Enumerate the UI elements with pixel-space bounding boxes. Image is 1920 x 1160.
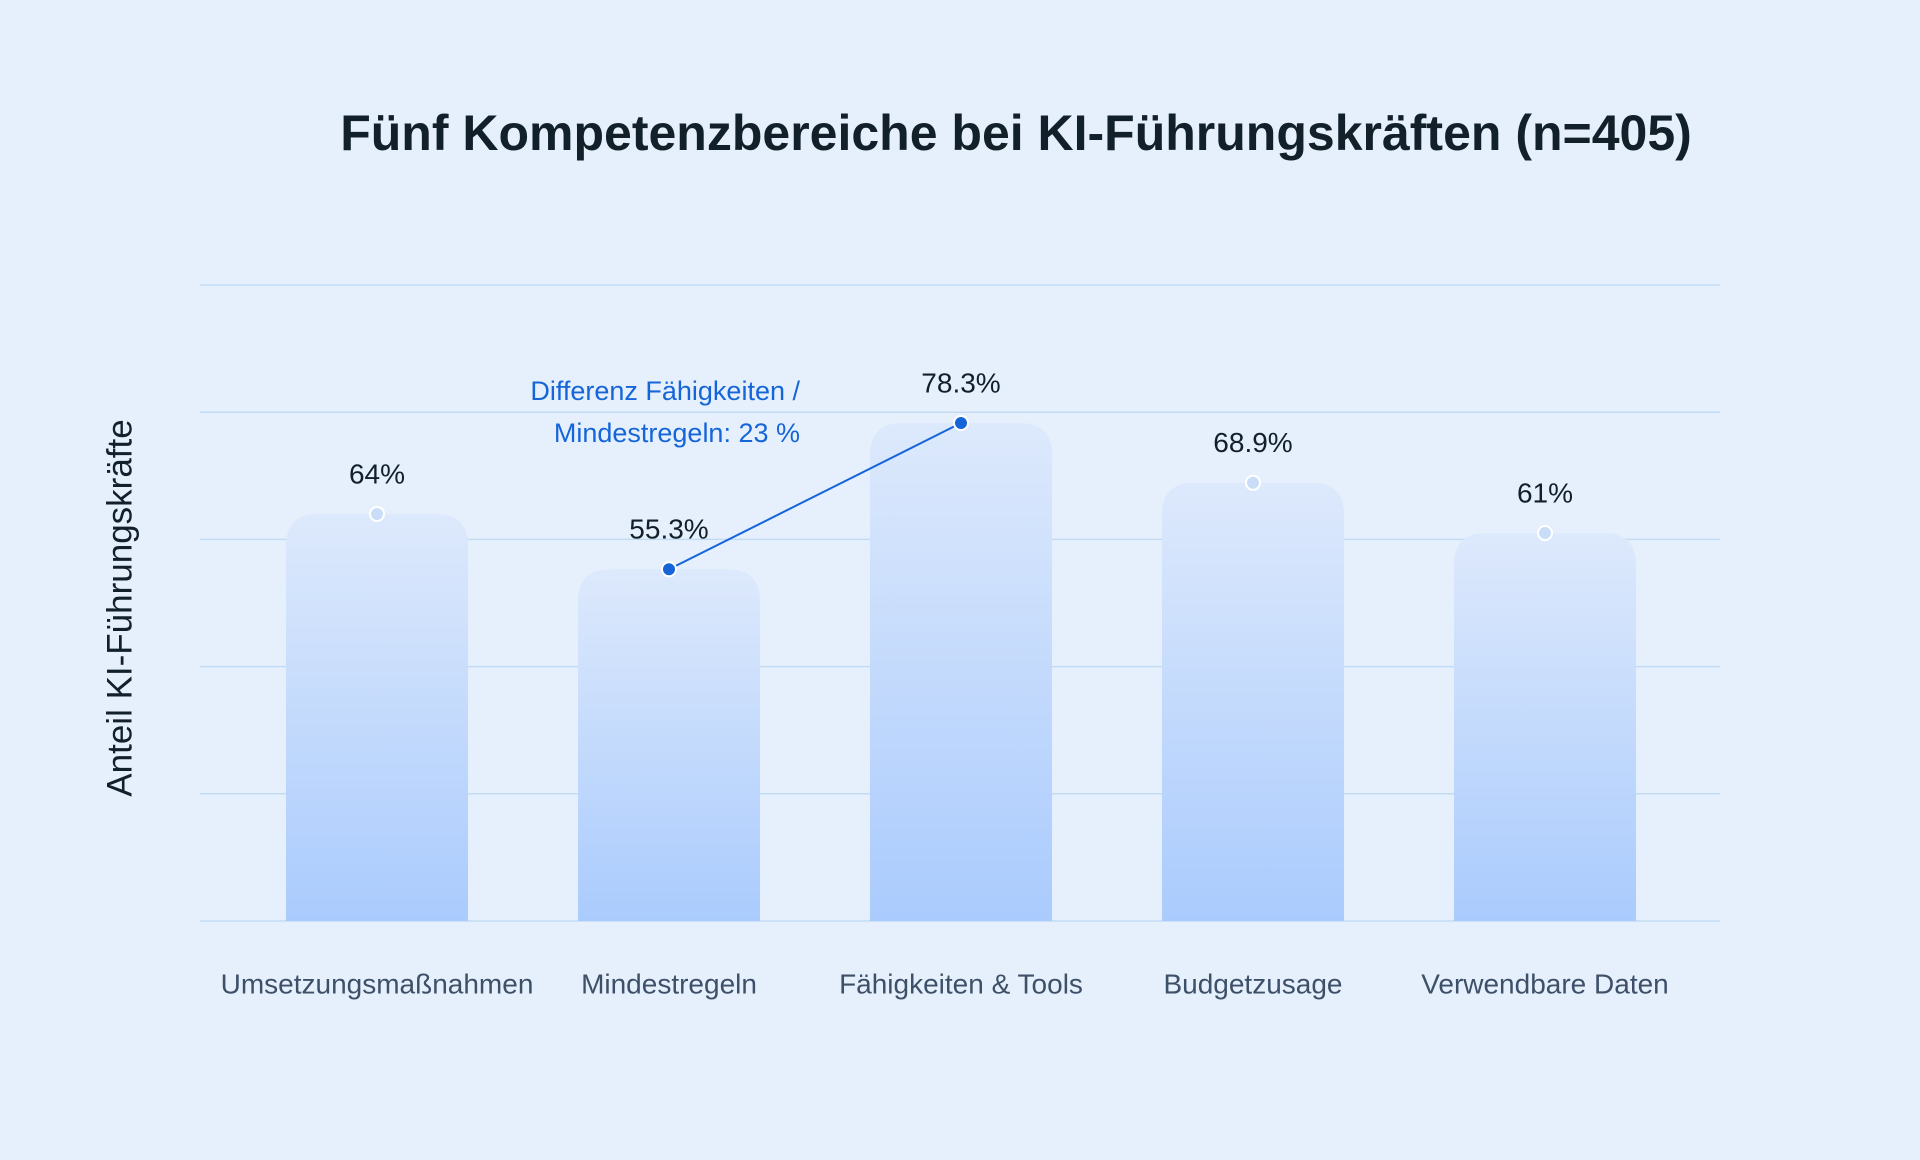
bar <box>1454 533 1636 921</box>
data-point <box>1537 525 1553 542</box>
data-point <box>1245 474 1261 491</box>
value-label: 68.9% <box>1213 427 1292 458</box>
bar <box>578 569 760 921</box>
x-tick-label: Umsetzungsmaßnahmen <box>221 968 534 999</box>
annotation-text: Differenz Fähigkeiten / <box>530 376 800 406</box>
x-tick-label: Budgetzusage <box>1163 968 1342 999</box>
value-label: 64% <box>349 458 405 489</box>
value-label: 61% <box>1517 477 1573 508</box>
data-point <box>953 415 969 432</box>
bar <box>870 423 1052 921</box>
value-label: 55.3% <box>629 514 708 545</box>
x-tick-label: Mindestregeln <box>581 968 757 999</box>
bar <box>286 513 468 921</box>
x-tick-label: Fähigkeiten & Tools <box>839 968 1083 999</box>
bar <box>1162 482 1344 921</box>
annotation-text: Mindestregeln: 23 % <box>554 418 800 448</box>
y-axis-label: Anteil KI-Führungskräfte <box>100 419 139 796</box>
annotation-line <box>668 422 962 571</box>
data-point <box>369 505 385 522</box>
data-point <box>661 561 677 578</box>
chart-title: Fünf Kompetenzbereiche bei KI-Führungskr… <box>340 105 1692 161</box>
x-tick-label: Verwendbare Daten <box>1421 968 1669 999</box>
value-label: 78.3% <box>921 367 1000 398</box>
